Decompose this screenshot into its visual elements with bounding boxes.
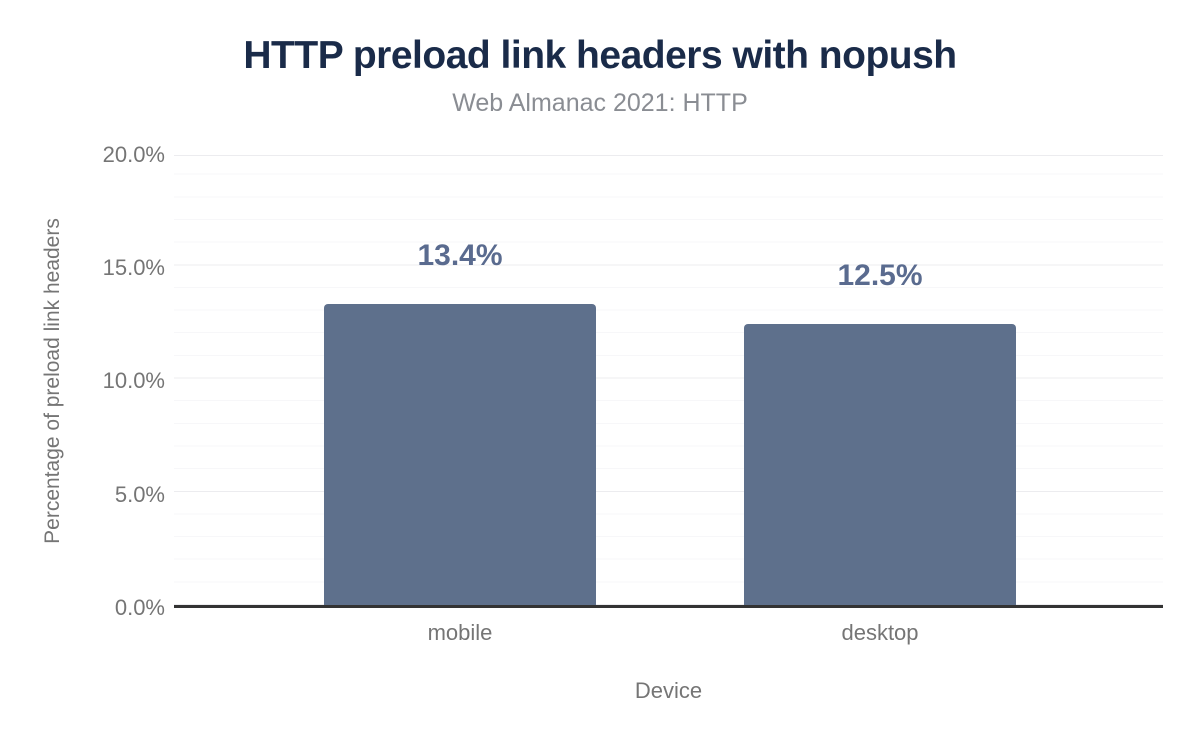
- chart-title: HTTP preload link headers with nopush: [243, 34, 957, 77]
- x-axis-title: Device: [634, 678, 703, 703]
- x-category-label-mobile: mobile: [427, 620, 493, 645]
- bar-value-label-mobile: 13.4%: [417, 239, 503, 273]
- y-tick-label-15: 15.0%: [102, 255, 165, 280]
- chart-subtitle: Web Almanac 2021: HTTP: [452, 89, 748, 117]
- bar-value-label-desktop: 12.5%: [837, 259, 923, 293]
- bar-mobile[interactable]: [324, 304, 596, 605]
- y-axis-title: Percentage of preload link headers: [41, 218, 64, 544]
- y-tick-label-0: 0.0%: [114, 595, 165, 620]
- y-tick-label-10: 10.0%: [102, 368, 165, 393]
- bar-desktop[interactable]: [744, 324, 1016, 605]
- y-tick-label-20: 20.0%: [102, 142, 165, 167]
- y-tick-label-5: 5.0%: [114, 482, 165, 507]
- x-category-label-desktop: desktop: [841, 620, 919, 645]
- plot-area: 13.4% 12.5%: [174, 155, 1163, 608]
